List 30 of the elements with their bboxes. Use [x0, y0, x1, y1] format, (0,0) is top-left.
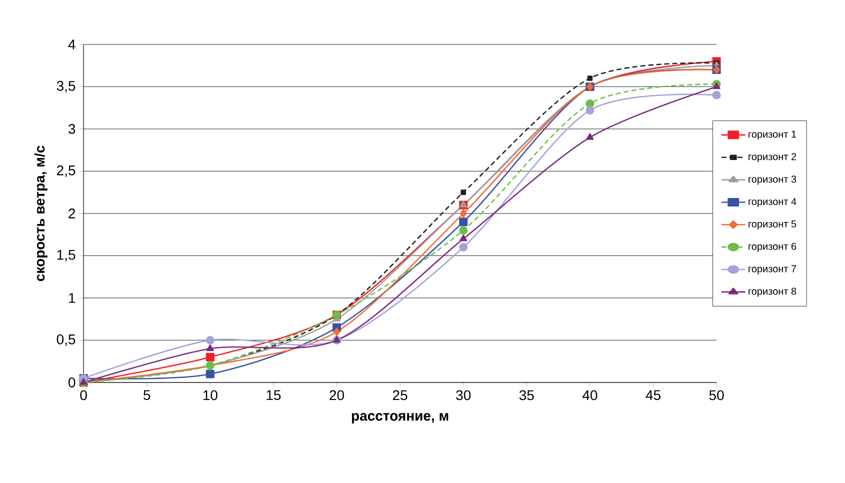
- y-tick-label: 2,5: [57, 165, 76, 177]
- legend-label: горизонт 5: [748, 220, 796, 230]
- y-tick-label: 4: [68, 40, 76, 50]
- x-tick-label: 15: [266, 390, 281, 400]
- y-tick-label: 0,5: [56, 334, 76, 346]
- x-tick-label: 0: [80, 390, 87, 400]
- x-tick-label: 40: [582, 390, 598, 400]
- x-tick-label: 25: [392, 390, 408, 400]
- x-tick-label: 45: [646, 390, 660, 400]
- legend-label: горизонт 6: [748, 242, 796, 252]
- y-tick-label: 2: [68, 208, 76, 218]
- y-axis-title: скорость ветра, м/с: [34, 146, 48, 282]
- legend-label: горизонт 8: [748, 288, 796, 297]
- y-tick-label: 3: [68, 124, 76, 134]
- y-tick-label: 0: [68, 377, 76, 388]
- legend-label: горизонт 7: [748, 265, 796, 274]
- x-tick-label: 35: [519, 390, 534, 400]
- x-axis-title: расстояние, м: [352, 413, 448, 424]
- x-tick-label: 50: [709, 390, 724, 400]
- legend-label: горизонт 4: [748, 198, 796, 208]
- x-tick-label: 5: [144, 390, 150, 400]
- y-tick-label: 3,5: [56, 80, 76, 92]
- legend-label: горизонт 1: [748, 130, 796, 140]
- legend-label: горизонт 2: [748, 153, 796, 162]
- x-tick-label: 20: [330, 390, 344, 400]
- y-tick-label: 1,5: [57, 250, 76, 262]
- y-tick-label: 1: [69, 293, 76, 303]
- x-tick-label: 30: [456, 390, 471, 400]
- x-tick-label: 10: [203, 390, 218, 400]
- legend-label: горизонт 3: [748, 176, 796, 185]
